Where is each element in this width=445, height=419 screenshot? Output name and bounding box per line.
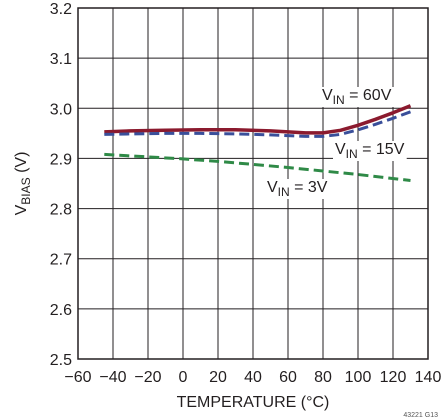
y-tick-label: 2.9 <box>50 151 72 168</box>
series-line-2 <box>104 152 411 182</box>
x-axis-title: TEMPERATURE (°C) <box>177 394 330 411</box>
series-label-main: V <box>267 179 278 196</box>
figure-id: 43221 G13 <box>403 412 438 419</box>
series-label-rest: = 3V <box>290 179 328 196</box>
series-label-vin-3v: VIN = 3V <box>267 179 328 199</box>
x-tick-label: 20 <box>209 369 227 386</box>
series-label-sub: IN <box>333 93 345 107</box>
series-label-background <box>265 179 330 199</box>
x-tick-label: 40 <box>244 369 262 386</box>
y-axis-title-sub: BIAS <box>19 177 33 204</box>
y-axis-title-unit: (V) <box>13 152 30 178</box>
x-tick-label: −40 <box>99 369 126 386</box>
y-tick-label: 3.0 <box>50 101 72 118</box>
x-tick-label: −60 <box>64 369 91 386</box>
series-label-vin-15v: VIN = 15V <box>335 141 405 161</box>
x-tick-label: 140 <box>415 369 442 386</box>
series-label-sub: IN <box>278 185 290 199</box>
series-label-rest: = 15V <box>358 141 405 158</box>
y-tick-labels: 2.5 2.6 2.7 2.8 2.9 3.0 3.1 3.2 <box>50 1 72 369</box>
y-axis-title-main: V <box>13 204 30 215</box>
series-line-0 <box>104 104 412 135</box>
x-tick-label: 80 <box>314 369 332 386</box>
y-tick-label: 2.7 <box>50 252 72 269</box>
y-axis-title: VBIAS (V) <box>13 152 33 216</box>
series-layer <box>104 104 412 182</box>
y-tick-label: 2.5 <box>50 352 72 369</box>
series-annotations: VIN = 60V VIN = 15V VIN = 3V <box>265 87 407 199</box>
x-tick-label: 60 <box>279 369 297 386</box>
x-tick-label: 120 <box>380 369 407 386</box>
x-tick-label: 100 <box>345 369 372 386</box>
series-label-background <box>320 87 394 107</box>
y-tick-label: 2.8 <box>50 202 72 219</box>
series-label-background <box>333 141 407 161</box>
x-tick-label: 0 <box>179 369 188 386</box>
series-line-1 <box>104 110 412 138</box>
series-label-main: V <box>335 141 346 158</box>
plot-frame <box>77 7 429 360</box>
x-tick-label: −20 <box>134 369 161 386</box>
y-tick-label: 3.2 <box>50 1 72 18</box>
y-tick-label: 3.1 <box>50 51 72 68</box>
series-label-vin-60v: VIN = 60V <box>322 87 392 107</box>
y-tick-label: 2.6 <box>50 302 72 319</box>
x-tick-labels: −60 −40 −20 0 20 40 60 80 100 120 140 <box>64 369 441 386</box>
series-label-rest: = 60V <box>345 87 392 104</box>
grid-lines <box>77 7 429 360</box>
series-label-sub: IN <box>346 147 358 161</box>
series-label-main: V <box>322 87 333 104</box>
